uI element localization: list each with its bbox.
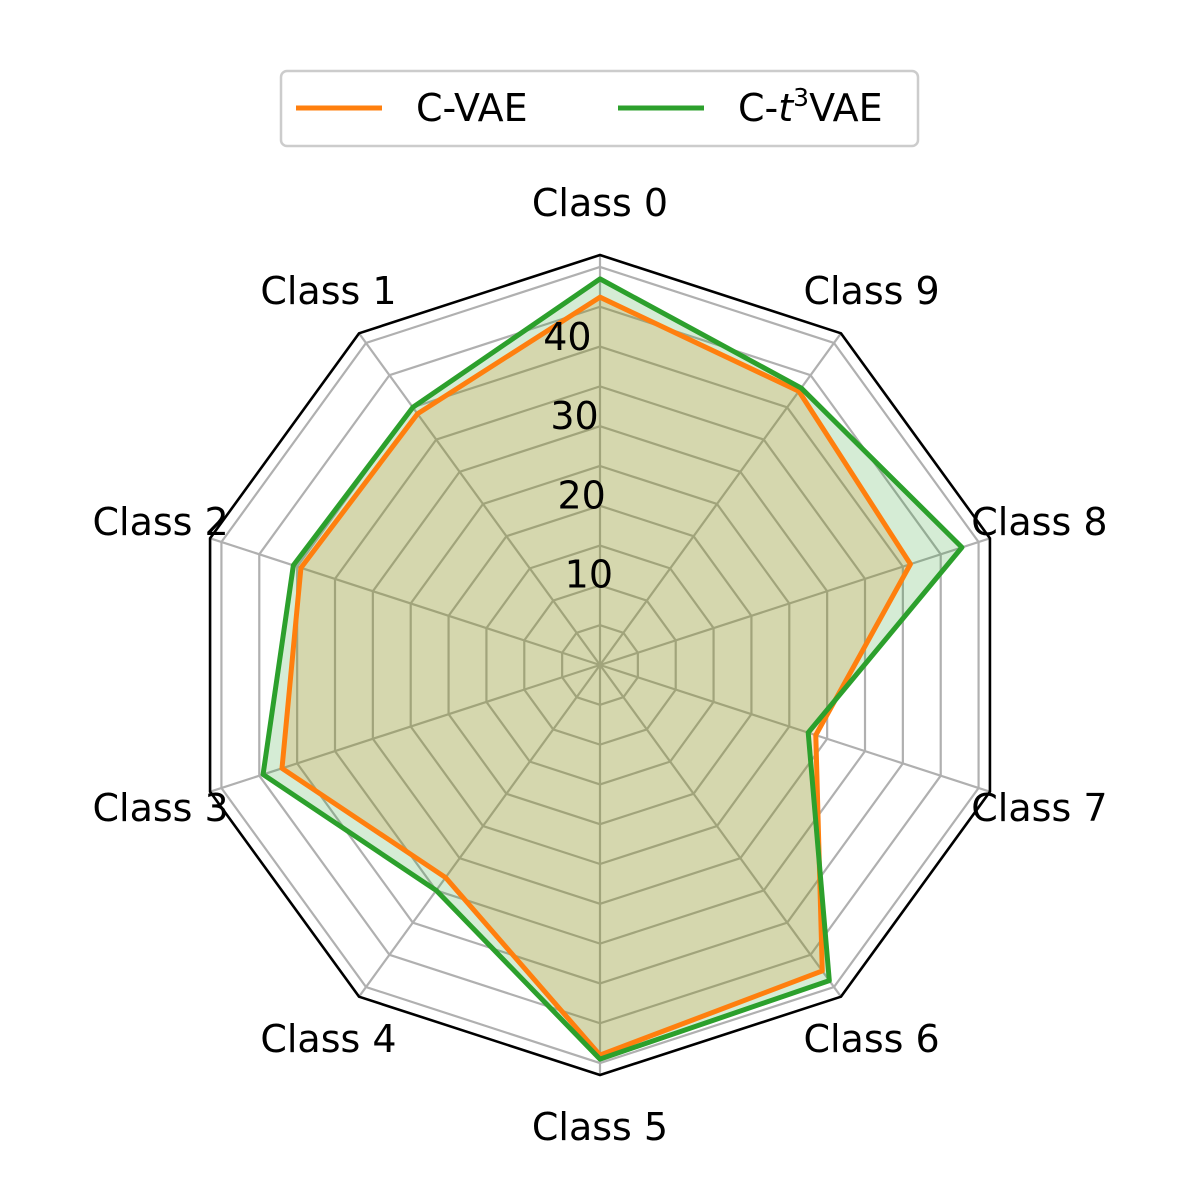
- legend-label-c-t3vae-italic: t: [778, 86, 795, 130]
- category-label: Class 6: [803, 1017, 939, 1061]
- tick-label-layer: 10 20 30 40: [543, 315, 613, 597]
- grid-spoke: [358, 664, 601, 998]
- series-fill-1: [263, 278, 962, 1060]
- r-tick-label: 20: [558, 473, 606, 517]
- series-line-1: [260, 276, 965, 1062]
- category-label: Class 7: [971, 786, 1107, 830]
- legend-label-c-t3vae: C-t3VAE: [738, 83, 883, 130]
- grid-spoke: [209, 537, 601, 667]
- r-tick-label: 30: [550, 394, 598, 438]
- category-label: Class 3: [92, 786, 228, 830]
- category-label: Class 2: [92, 500, 228, 544]
- category-label: Class 8: [971, 500, 1107, 544]
- category-label: Class 0: [532, 181, 668, 225]
- r-tick-label: 40: [543, 315, 591, 359]
- category-label: Class 5: [532, 1105, 668, 1149]
- r-tick-label: 10: [565, 553, 613, 597]
- series-fill-0: [281, 297, 911, 1056]
- category-label: Class 9: [803, 269, 939, 313]
- grid-layer: [208, 253, 992, 1077]
- legend-label-c-t3vae-prefix: C-: [738, 86, 778, 130]
- outer-frame: [208, 253, 992, 1077]
- grid-spoke: [599, 663, 991, 793]
- category-label: Class 1: [260, 269, 396, 313]
- category-label: Class 4: [260, 1017, 396, 1061]
- series-layer: [260, 276, 965, 1062]
- grid-spoke: [358, 332, 601, 666]
- grid-spoke: [599, 664, 842, 998]
- legend-label-c-t3vae-suffix: VAE: [809, 86, 883, 130]
- grid-spoke: [209, 663, 601, 793]
- grid-spoke: [599, 537, 991, 667]
- legend-label-c-t3vae-sup: 3: [793, 83, 809, 112]
- legend-label-c-vae: C-VAE: [416, 86, 528, 130]
- series-line-0: [279, 294, 913, 1058]
- legend: C-VAE C-t3VAE: [279, 69, 920, 148]
- category-label-layer: Class 0 Class 1 Class 2 Class 3 Class 4 Class…: [92, 181, 1107, 1149]
- legend-frame: [279, 69, 920, 148]
